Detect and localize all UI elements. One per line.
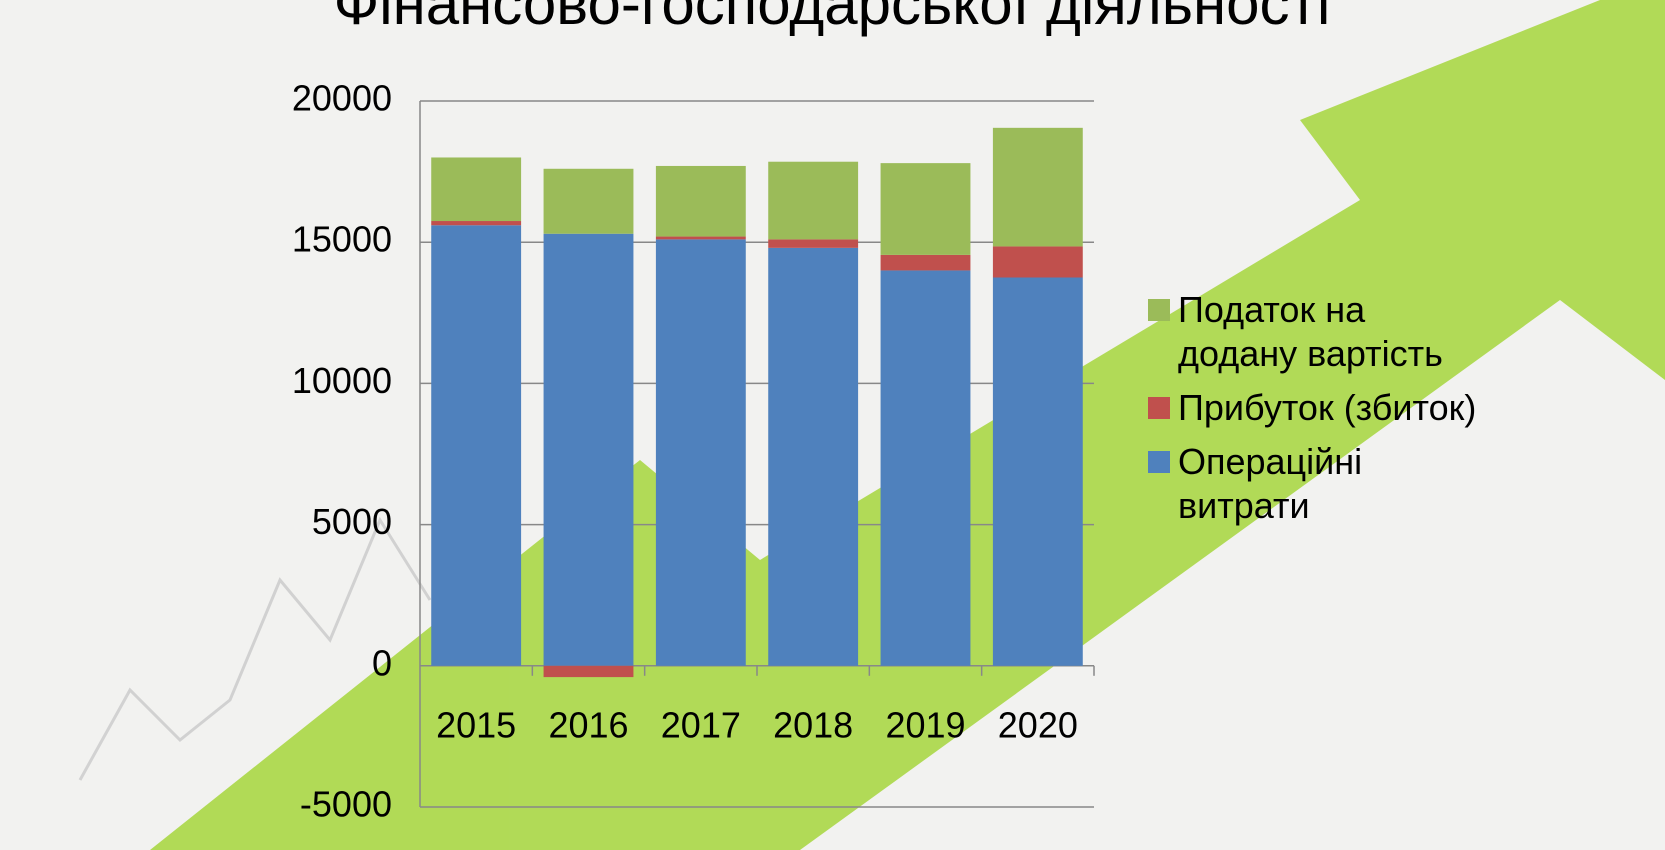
bar-segment (431, 221, 521, 225)
chart-title: Фінансово-господарської діяльності (334, 0, 1331, 37)
x-tick-label: 2020 (998, 704, 1078, 745)
bar-segment (768, 162, 858, 240)
bar-segment (656, 237, 746, 240)
bar-segment (881, 270, 971, 665)
bar-segment (544, 234, 634, 666)
y-tick-label: 20000 (292, 78, 392, 119)
bar-segment (993, 128, 1083, 247)
legend-item: Податок на додану вартість (1148, 288, 1488, 376)
y-tick-label: 0 (372, 642, 392, 683)
x-tick-label: 2015 (436, 704, 516, 745)
legend-item: Операційні витрати (1148, 440, 1488, 528)
bar-segment (993, 278, 1083, 666)
y-tick-label: 10000 (292, 360, 392, 401)
y-tick-label: -5000 (300, 784, 392, 825)
bar-segment (431, 225, 521, 666)
y-tick-label: 5000 (312, 501, 392, 542)
x-tick-label: 2018 (773, 704, 853, 745)
legend-swatch (1148, 397, 1170, 419)
y-tick-label: 15000 (292, 219, 392, 260)
legend-item: Прибуток (збиток) (1148, 386, 1488, 430)
bar-segment (656, 239, 746, 665)
x-tick-label: 2017 (661, 704, 741, 745)
x-tick-label: 2016 (548, 704, 628, 745)
legend-swatch (1148, 451, 1170, 473)
bar-segment (993, 246, 1083, 277)
legend-label: Операційні витрати (1178, 440, 1488, 528)
bar-segment (656, 166, 746, 237)
bar-segment (431, 157, 521, 221)
bar-segment (768, 239, 858, 247)
legend-swatch (1148, 299, 1170, 321)
legend-label: Прибуток (збиток) (1178, 386, 1476, 430)
bar-segment (544, 169, 634, 234)
slide: Фінансово-господарської діяльності -5000… (0, 0, 1665, 850)
bar-segment (768, 248, 858, 666)
bar-segment (544, 666, 634, 677)
bar-segment (881, 163, 971, 255)
legend: Податок на додану вартість Прибуток (збит… (1148, 288, 1488, 538)
legend-label: Податок на додану вартість (1178, 288, 1488, 376)
bar-segment (881, 255, 971, 271)
x-tick-label: 2019 (885, 704, 965, 745)
